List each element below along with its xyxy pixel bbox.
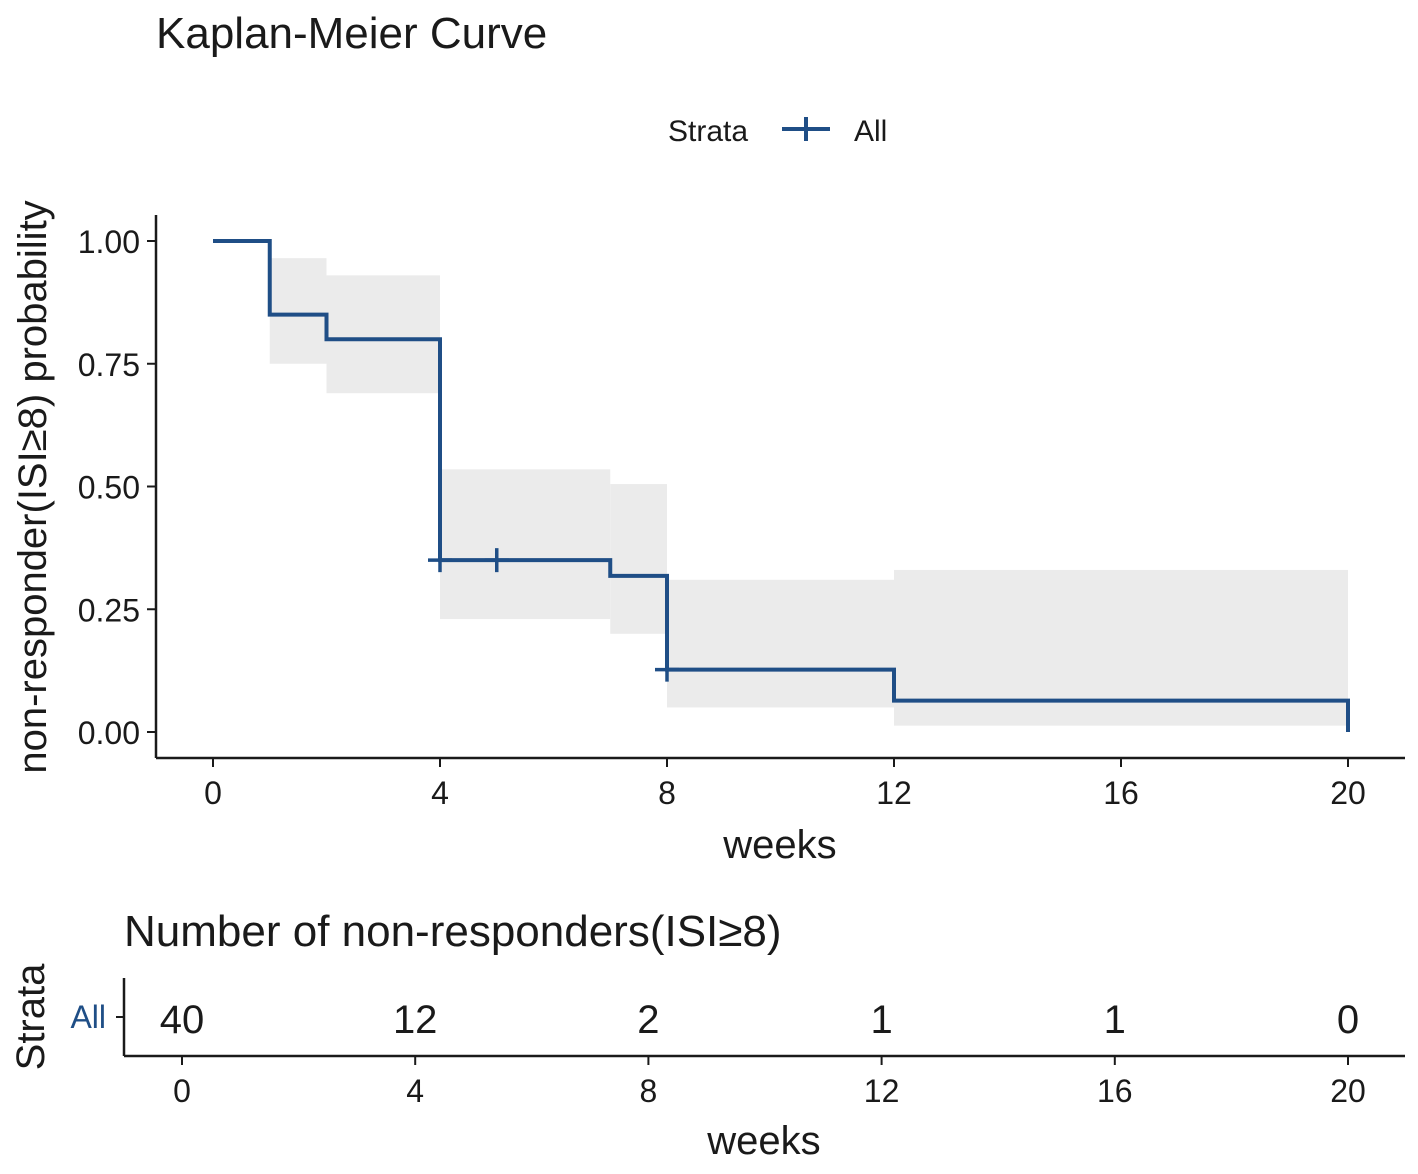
risk-table-value: 1 (1104, 998, 1126, 1042)
x-axis-label: weeks (722, 823, 836, 867)
ci-band-segment (667, 579, 894, 708)
x-axis-ticks: 0 4 8 12 16 20 (204, 758, 1366, 811)
y-tick-label: 0.25 (78, 592, 140, 628)
risk-x-tick-label: 16 (1097, 1073, 1133, 1109)
survival-step-line (213, 239, 1350, 732)
legend: Strata All (668, 115, 887, 148)
legend-title: Strata (668, 115, 748, 148)
risk-x-tick-label: 0 (173, 1073, 191, 1109)
survival-curve (213, 239, 1350, 732)
risk-table-values: 40 12 2 1 1 0 (160, 998, 1359, 1042)
y-tick-label: 0.00 (78, 715, 140, 751)
risk-table-x-label: weeks (706, 1119, 820, 1163)
risk-x-tick-label: 12 (864, 1073, 900, 1109)
ci-band-segment (440, 469, 611, 620)
x-tick-label: 8 (658, 775, 676, 811)
risk-table-value: 0 (1337, 998, 1359, 1042)
x-tick-label: 0 (204, 775, 222, 811)
y-axis-ticks: 0.00 0.25 0.50 0.75 1.00 (78, 224, 156, 751)
legend-label-all: All (854, 115, 887, 148)
chart-title: Kaplan-Meier Curve (156, 9, 547, 58)
risk-table-x-ticks: 0 4 8 12 16 20 (173, 1056, 1366, 1109)
ci-band-segment (326, 275, 440, 394)
risk-table-value: 2 (637, 998, 659, 1042)
risk-table-value: 12 (393, 998, 438, 1042)
y-tick-label: 0.75 (78, 347, 140, 383)
x-tick-label: 12 (876, 775, 912, 811)
risk-table-title: Number of non-responders(ISI≥8) (124, 907, 782, 956)
risk-table-row-label-all: All (70, 999, 106, 1035)
ci-band-segment (610, 484, 667, 634)
risk-table-value: 1 (870, 998, 892, 1042)
confidence-band (269, 258, 1348, 726)
ci-band-segment (269, 258, 327, 364)
y-axis-label: non-responder(ISI≥8) probability (11, 200, 55, 773)
risk-x-tick-label: 20 (1330, 1073, 1366, 1109)
x-tick-label: 4 (431, 775, 449, 811)
km-plot-area: 0.00 0.25 0.50 0.75 1.00 0 4 8 12 16 20 (78, 215, 1405, 811)
x-tick-label: 16 (1103, 775, 1139, 811)
risk-table-y-label: Strata (9, 963, 53, 1070)
censor-marks (428, 548, 679, 682)
risk-x-tick-label: 8 (640, 1073, 658, 1109)
risk-x-tick-label: 4 (406, 1073, 424, 1109)
y-tick-label: 0.50 (78, 470, 140, 506)
x-tick-label: 20 (1330, 775, 1366, 811)
y-tick-label: 1.00 (78, 224, 140, 260)
risk-table-value: 40 (160, 998, 205, 1042)
